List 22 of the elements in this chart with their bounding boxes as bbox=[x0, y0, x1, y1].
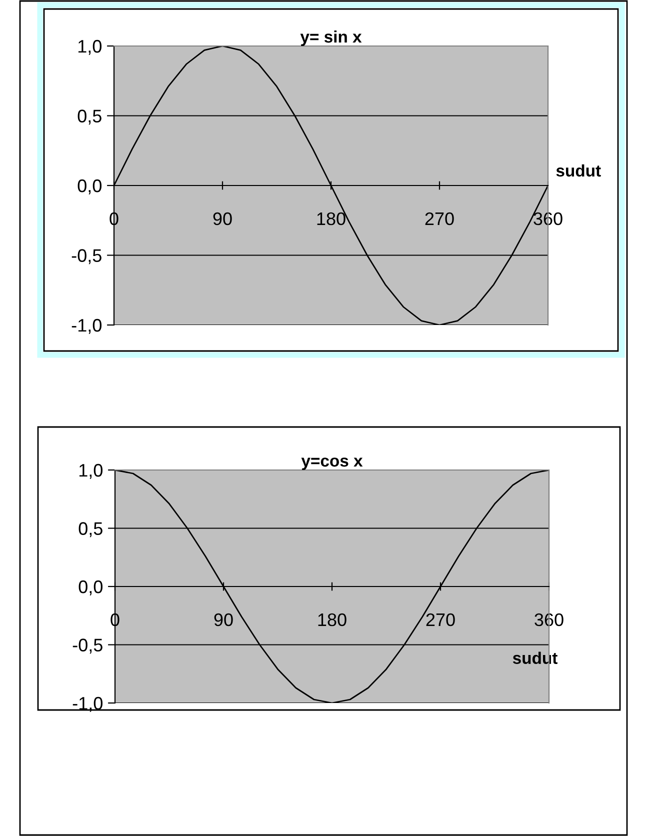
x-tick-label: 90 bbox=[213, 212, 232, 226]
y-tick-label: -1,0 bbox=[72, 696, 102, 712]
x-tick-label: 180 bbox=[318, 613, 346, 626]
y-tick-label: -0,5 bbox=[72, 249, 102, 264]
y-tick-label: 1,0 bbox=[78, 40, 102, 55]
x-tick-label: 270 bbox=[426, 613, 455, 626]
x-tick-label: 360 bbox=[534, 212, 562, 226]
x-tick-label: 270 bbox=[425, 212, 454, 226]
x-tick-label: 90 bbox=[214, 613, 233, 626]
y-tick-label: 0,0 bbox=[78, 179, 102, 194]
chart-title: y=cos x bbox=[301, 458, 363, 470]
x-axis-title: sudut bbox=[512, 652, 558, 664]
y-tick-label: -1,0 bbox=[72, 318, 102, 334]
y-tick-label: 0,0 bbox=[78, 580, 102, 596]
y-tick-label: 1,0 bbox=[79, 464, 102, 479]
y-tick-label: 0,5 bbox=[78, 110, 102, 125]
y-tick-label: 0,5 bbox=[78, 522, 102, 538]
chart-title: y= sin x bbox=[300, 30, 362, 46]
x-tick-label: 180 bbox=[317, 212, 346, 226]
x-tick-label: 360 bbox=[534, 613, 564, 626]
y-tick-label: -0,5 bbox=[72, 638, 102, 654]
x-axis-title: sudut bbox=[556, 164, 601, 177]
